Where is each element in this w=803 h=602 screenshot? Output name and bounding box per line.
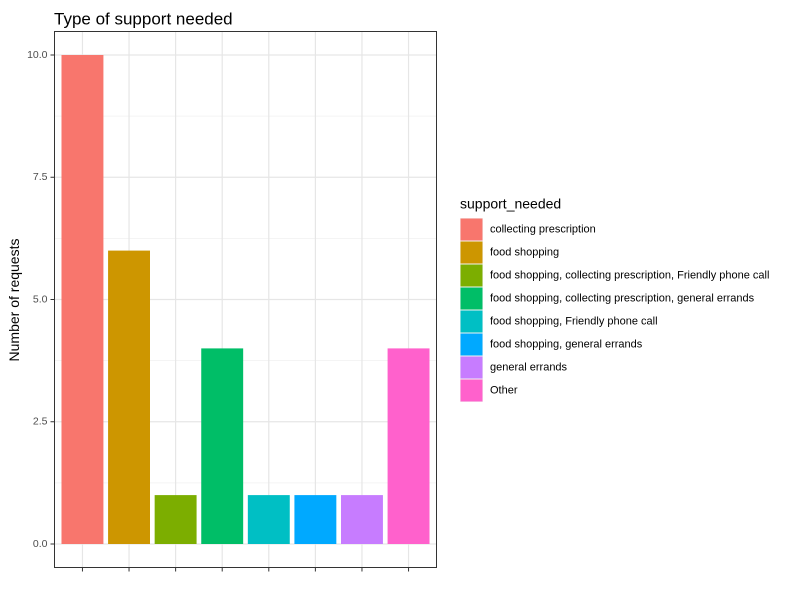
legend-item-label: food shopping <box>490 246 559 258</box>
y-tick-label: 0.0 <box>33 538 48 550</box>
bar <box>341 495 383 544</box>
bar <box>387 348 430 544</box>
legend-item-label: food shopping, collecting prescription, … <box>490 269 769 281</box>
plot-area: 0.0 2.5 5.0 7.5 10.0 <box>27 31 437 572</box>
y-tick-label: 2.5 <box>33 416 48 428</box>
legend-item-label: food shopping, general errands <box>490 338 643 350</box>
bar <box>154 495 197 544</box>
legend-swatch <box>460 356 483 379</box>
bar <box>108 250 150 544</box>
legend-swatch <box>460 218 483 241</box>
legend-title: support_needed <box>460 196 561 212</box>
legend-swatch <box>460 310 483 333</box>
bar <box>61 55 104 544</box>
legend-swatch <box>460 287 483 310</box>
legend-item-label: general errands <box>490 361 568 373</box>
legend-swatch <box>460 379 483 402</box>
bar <box>294 495 337 544</box>
bar <box>201 348 244 544</box>
y-tick-label: 10.0 <box>27 49 48 61</box>
legend-swatch <box>460 333 483 356</box>
legend-item-label: food shopping, collecting prescription, … <box>490 292 755 304</box>
chart-title: Type of support needed <box>54 9 233 28</box>
y-tick-label: 7.5 <box>33 171 48 183</box>
bar <box>247 495 290 544</box>
legend-item-label: Other <box>490 384 518 396</box>
y-tick-label: 5.0 <box>33 293 48 305</box>
y-axis-label: Number of requests <box>6 239 22 362</box>
legend-item-label: food shopping, Friendly phone call <box>490 315 658 327</box>
legend: collecting prescription food shopping food… <box>460 218 769 402</box>
legend-item-label: collecting prescription <box>490 223 596 235</box>
legend-swatch <box>460 241 483 264</box>
legend-swatch <box>460 264 483 287</box>
